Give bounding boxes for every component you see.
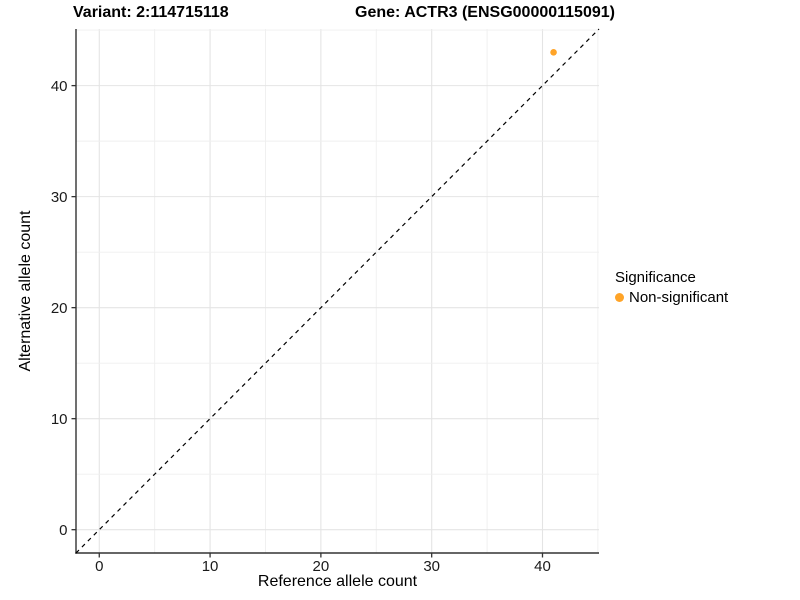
- legend-title: Significance: [615, 269, 696, 286]
- y-tick-label: 40: [51, 78, 68, 95]
- legend: Significance Non-significant: [615, 269, 728, 306]
- variant-title: Variant: 2:114715118: [73, 4, 229, 21]
- x-tick-label: 0: [95, 558, 103, 575]
- non-significant-point-icon: [615, 293, 624, 302]
- y-tick-label: 30: [51, 189, 68, 206]
- gene-title: Gene: ACTR3 (ENSG00000115091): [355, 4, 615, 21]
- x-tick-label: 20: [313, 558, 330, 575]
- legend-item-non-significant: Non-significant: [615, 289, 728, 306]
- x-tick-label: 40: [534, 558, 551, 575]
- legend-item-label: Non-significant: [629, 289, 729, 306]
- data-point: [550, 49, 557, 56]
- y-tick-label: 0: [59, 522, 67, 539]
- x-tick-label: 30: [423, 558, 440, 575]
- y-tick-label: 10: [51, 411, 68, 428]
- x-tick-label: 10: [202, 558, 219, 575]
- x-axis-title: Reference allele count: [257, 573, 418, 590]
- y-axis-title: Alternative allele count: [17, 210, 34, 372]
- y-tick-label: 20: [51, 300, 68, 317]
- identity-dashed-line: [75, 28, 600, 554]
